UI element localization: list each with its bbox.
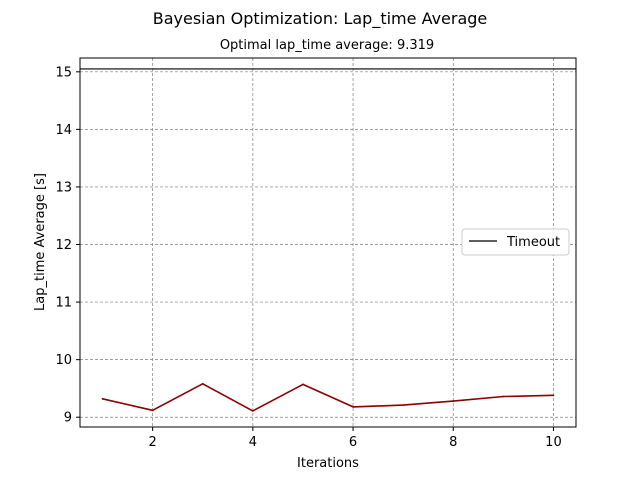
data-point	[151, 409, 154, 412]
data-point	[402, 404, 405, 407]
x-tick-label: 8	[449, 435, 457, 450]
series-line-lap-time	[102, 382, 554, 412]
data-point	[352, 405, 354, 408]
x-axis-ticks: 2 4 6 8 10	[149, 427, 562, 450]
x-tick-label: 4	[249, 435, 257, 450]
data-point	[502, 395, 505, 398]
y-tick-label: 13	[55, 180, 72, 195]
grid-lines	[80, 58, 576, 427]
y-tick-label: 12	[55, 238, 72, 253]
legend-box	[461, 228, 570, 256]
data-point	[251, 409, 254, 412]
chart-subtitle: Optimal lap_time average: 9.319	[220, 38, 434, 53]
data-point	[552, 394, 555, 397]
y-tick-label: 15	[55, 65, 72, 80]
data-point	[302, 383, 304, 386]
y-tick-label: 14	[55, 123, 72, 138]
y-tick-label: 11	[55, 296, 72, 311]
plot-frame	[79, 57, 577, 428]
data-point	[452, 400, 455, 402]
legend-entry-timeout: Timeout	[506, 235, 560, 250]
y-axis-label: Lap_time Average [s]	[33, 173, 48, 311]
y-tick-label: 9	[64, 411, 72, 426]
data-point	[101, 397, 104, 400]
chart-title: Bayesian Optimization: Lap_time Average	[153, 9, 488, 29]
x-tick-label: 2	[149, 435, 157, 450]
y-tick-label: 10	[55, 353, 72, 368]
data-series	[101, 382, 555, 412]
y-axis-ticks: 9 10 11 12 13 14 15	[55, 65, 80, 426]
x-tick-label: 6	[349, 435, 357, 450]
x-tick-label: 10	[545, 435, 562, 450]
x-axis-label: Iterations	[297, 456, 359, 471]
data-point	[201, 382, 204, 385]
legend: Timeout	[461, 228, 570, 256]
